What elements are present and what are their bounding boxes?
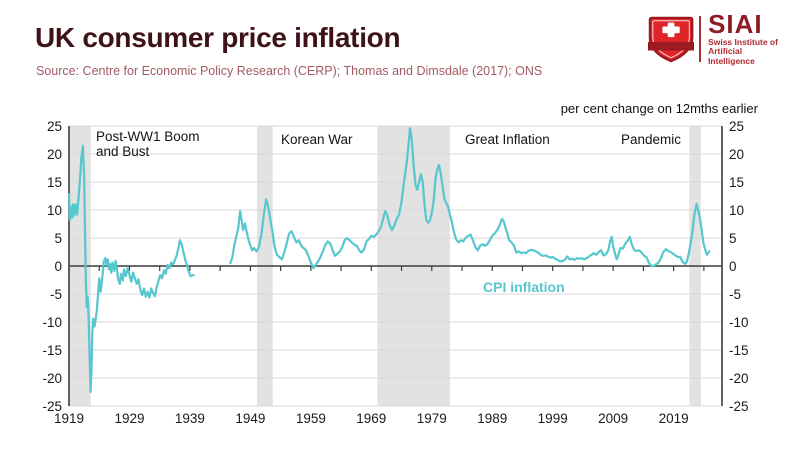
annotation-korean-war: Korean War [281, 132, 353, 147]
y-axis-label-right: -15 [729, 343, 749, 358]
x-axis-label: 1969 [356, 411, 386, 426]
y-axis-label-right: 20 [729, 147, 744, 162]
x-axis-label: 1999 [538, 411, 568, 426]
logo-acronym: SIAI [708, 8, 763, 39]
y-axis-label-right: 25 [729, 119, 744, 134]
annotation-post-ww1: Post-WW1 Boom and Bust [96, 129, 200, 159]
y-axis-label-right: 5 [729, 231, 737, 246]
y-axis-label-left: 20 [47, 147, 62, 162]
y-axis-label-left: -15 [42, 343, 62, 358]
y-axis-label-right: -25 [729, 399, 749, 414]
y-axis-label-left: -25 [42, 399, 62, 414]
y-axis-label-left: -10 [42, 315, 62, 330]
source-attribution: Source: Centre for Economic Policy Resea… [36, 64, 543, 78]
logo-subtitle: Swiss Institute of Artificial Intelligen… [708, 36, 778, 66]
y-axis-label-left: 5 [54, 231, 62, 246]
annotation-pandemic: Pandemic [621, 132, 682, 147]
y-axis-label-left: -5 [50, 287, 62, 302]
cpi-inflation-line [67, 144, 195, 394]
cpi-inflation-line [229, 127, 711, 270]
shield-icon [648, 16, 695, 63]
y-axis-label-left: 15 [47, 175, 62, 190]
cpi-inflation-label: CPI inflation [483, 279, 565, 295]
x-axis-label: 2019 [659, 411, 689, 426]
y-axis-label-left: 0 [54, 259, 62, 274]
y-axis-label-right: 0 [729, 259, 737, 274]
y-axis-label-right: -10 [729, 315, 749, 330]
y-axis-label-right: -5 [729, 287, 741, 302]
x-axis-label: 1939 [175, 411, 205, 426]
x-axis-label: 1929 [114, 411, 144, 426]
y-axis-label-left: -20 [42, 371, 62, 386]
ribbon-banner [648, 41, 695, 51]
annotation-great-inflation: Great Inflation [465, 132, 550, 147]
y-axis-label-right: 10 [729, 203, 744, 218]
x-axis-label: 1979 [417, 411, 447, 426]
x-axis-label: 1949 [235, 411, 265, 426]
logo-divider [699, 16, 702, 62]
x-axis-label: 1919 [54, 411, 84, 426]
y-axis-label-right: -20 [729, 371, 749, 386]
x-axis-label: 1989 [477, 411, 507, 426]
x-axis-label: 2009 [598, 411, 628, 426]
unit-note: per cent change on 12mths earlier [560, 101, 758, 116]
siai-logo: SIAI Swiss Institute of Artificial Intel… [648, 8, 788, 66]
y-axis-label-right: 15 [729, 175, 744, 190]
y-axis-label-left: 10 [47, 203, 62, 218]
y-axis-label-left: 25 [47, 119, 62, 134]
page-title: UK consumer price inflation [35, 22, 401, 53]
x-axis-label: 1959 [296, 411, 326, 426]
